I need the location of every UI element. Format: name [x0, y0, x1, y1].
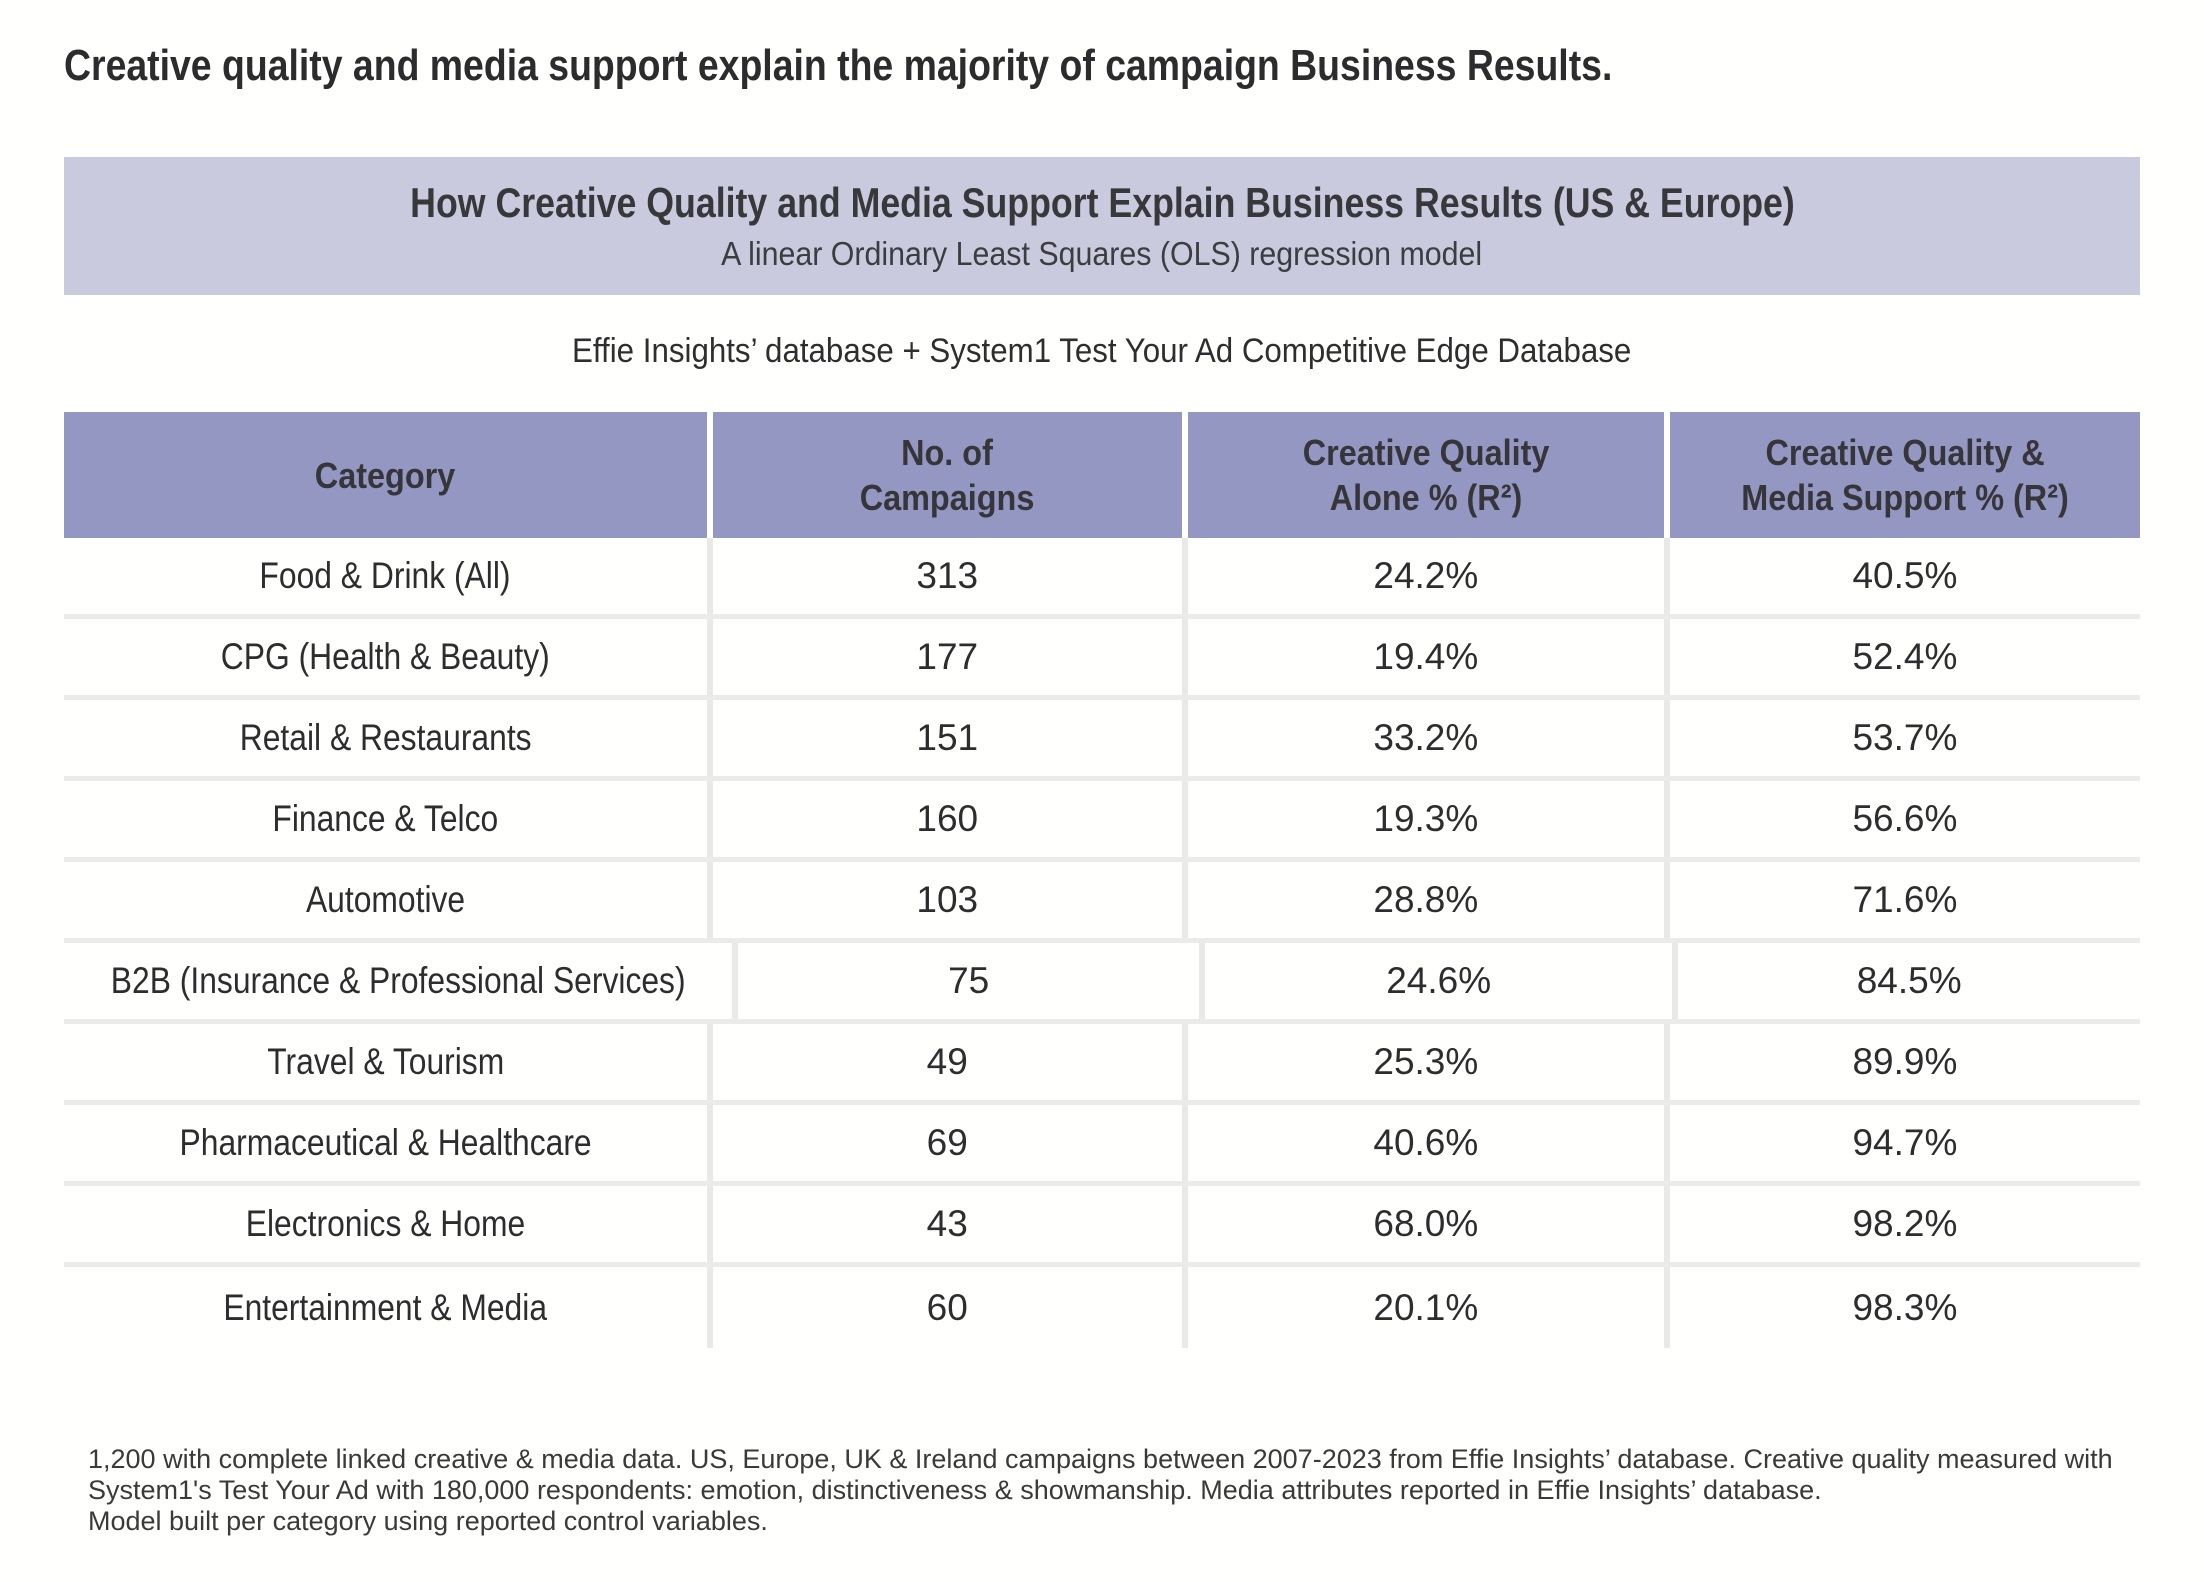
column-header-creative-quality-media: Creative Quality & Media Support % (R²) [1669, 412, 2140, 538]
footnote-line-3: Model built per category using reported … [88, 1506, 768, 1536]
category-cell: CPG (Health & Beauty) [64, 619, 707, 695]
cq-alone-cell: 40.6% [1187, 1105, 1664, 1181]
cq-media-cell: 53.7% [1669, 700, 2140, 776]
category-cell: Entertainment & Media [64, 1267, 707, 1348]
table-row: B2B (Insurance & Professional Services) … [64, 943, 2140, 1024]
campaigns-cell: 75 [738, 943, 1199, 1019]
campaigns-cell: 103 [712, 862, 1182, 938]
category-cell: Electronics & Home [64, 1186, 707, 1262]
results-table: Category No. of Campaigns Creative Quali… [64, 412, 2140, 1348]
category-cell: Finance & Telco [64, 781, 707, 857]
cq-alone-cell: 68.0% [1187, 1186, 1664, 1262]
banner-title: How Creative Quality and Media Support E… [409, 179, 1795, 226]
campaigns-cell: 313 [712, 538, 1182, 614]
table-row: Travel & Tourism 49 25.3% 89.9% [64, 1024, 2140, 1105]
table-row: Entertainment & Media 60 20.1% 98.3% [64, 1267, 2140, 1348]
table-row: CPG (Health & Beauty) 177 19.4% 52.4% [64, 619, 2140, 700]
cq-media-cell: 84.5% [1678, 943, 2140, 1019]
cq-media-cell: 56.6% [1669, 781, 2140, 857]
campaigns-cell: 160 [712, 781, 1182, 857]
cq-alone-cell: 24.6% [1204, 943, 1673, 1019]
category-cell: Pharmaceutical & Healthcare [64, 1105, 707, 1181]
cq-media-cell: 98.3% [1669, 1267, 2140, 1348]
footnote-line-1: 1,200 with complete linked creative & me… [88, 1444, 2113, 1474]
cq-media-cell: 98.2% [1669, 1186, 2140, 1262]
cq-media-cell: 94.7% [1669, 1105, 2140, 1181]
footnote-line-2: System1's Test Your Ad with 180,000 resp… [88, 1475, 1822, 1505]
table-row: Pharmaceutical & Healthcare 69 40.6% 94.… [64, 1105, 2140, 1186]
data-source-line: Effie Insights’ database + System1 Test … [572, 332, 1632, 370]
category-cell: Retail & Restaurants [64, 700, 707, 776]
cq-alone-cell: 25.3% [1187, 1024, 1664, 1100]
campaigns-cell: 43 [712, 1186, 1182, 1262]
campaigns-cell: 177 [712, 619, 1182, 695]
page-title-text: Creative quality and media support expla… [64, 41, 1613, 90]
cq-alone-cell: 28.8% [1187, 862, 1664, 938]
table-row: Finance & Telco 160 19.3% 56.6% [64, 781, 2140, 862]
cq-alone-cell: 24.2% [1187, 538, 1664, 614]
table-row: Retail & Restaurants 151 33.2% 53.7% [64, 700, 2140, 781]
campaigns-cell: 151 [712, 700, 1182, 776]
campaigns-cell: 49 [712, 1024, 1182, 1100]
banner-subtitle: A linear Ordinary Least Squares (OLS) re… [721, 235, 1483, 272]
cq-alone-cell: 19.3% [1187, 781, 1664, 857]
cq-media-cell: 52.4% [1669, 619, 2140, 695]
campaigns-cell: 60 [712, 1267, 1182, 1348]
cq-media-cell: 71.6% [1669, 862, 2140, 938]
category-cell: Food & Drink (All) [64, 538, 707, 614]
cq-media-cell: 40.5% [1669, 538, 2140, 614]
cq-media-cell: 89.9% [1669, 1024, 2140, 1100]
chart-title-banner: How Creative Quality and Media Support E… [64, 157, 2140, 295]
column-header-category: Category [64, 412, 707, 538]
table-header-row: Category No. of Campaigns Creative Quali… [64, 412, 2140, 538]
category-cell: B2B (Insurance & Professional Services) [64, 943, 733, 1019]
category-cell: Automotive [64, 862, 707, 938]
cq-alone-cell: 33.2% [1187, 700, 1664, 776]
page-title: Creative quality and media support expla… [64, 40, 1886, 92]
table-row: Electronics & Home 43 68.0% 98.2% [64, 1186, 2140, 1267]
cq-alone-cell: 19.4% [1187, 619, 1664, 695]
column-header-campaigns: No. of Campaigns [712, 412, 1182, 538]
table-row: Food & Drink (All) 313 24.2% 40.5% [64, 538, 2140, 619]
table-row: Automotive 103 28.8% 71.6% [64, 862, 2140, 943]
category-cell: Travel & Tourism [64, 1024, 707, 1100]
cq-alone-cell: 20.1% [1187, 1267, 1664, 1348]
footnote: 1,200 with complete linked creative & me… [88, 1444, 2118, 1537]
campaigns-cell: 69 [712, 1105, 1182, 1181]
column-header-creative-quality-alone: Creative Quality Alone % (R²) [1187, 412, 1664, 538]
